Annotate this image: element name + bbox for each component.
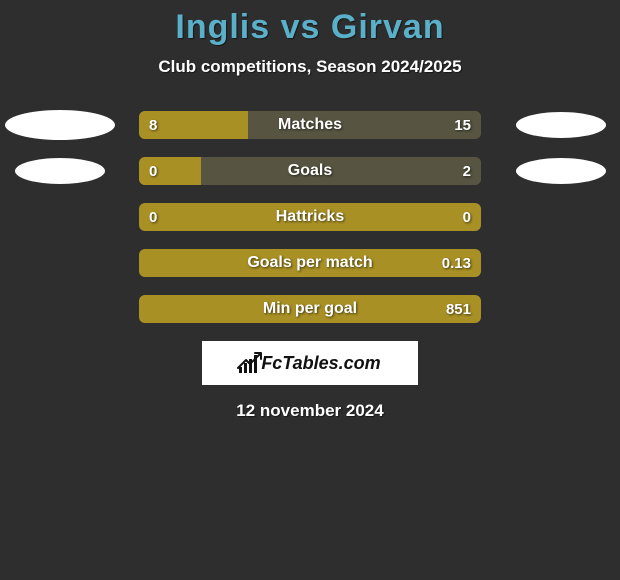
title-left: Inglis	[175, 8, 270, 46]
bar-right-segment	[201, 157, 481, 185]
barchart-icon	[239, 353, 257, 373]
trend-arrow-icon	[237, 351, 263, 371]
brand-box: FcTables.com	[202, 341, 418, 385]
bar-left-segment	[139, 295, 481, 323]
page-title: Inglis vs Girvan	[0, 8, 620, 47]
stat-value-right: 2	[463, 157, 471, 185]
stat-row: 00Hattricks	[0, 203, 620, 231]
stat-bar: 815Matches	[139, 111, 481, 139]
stat-value-left: 0	[149, 203, 157, 231]
stat-bar: 00Hattricks	[139, 203, 481, 231]
stat-bar: 02Goals	[139, 157, 481, 185]
player-right-ellipse	[516, 158, 606, 184]
player-left-ellipse	[5, 110, 115, 140]
stat-rows: 815Matches02Goals00Hattricks0.13Goals pe…	[0, 111, 620, 323]
stat-value-right: 851	[446, 295, 471, 323]
date-line: 12 november 2024	[0, 401, 620, 421]
brand-text: FcTables.com	[261, 353, 380, 374]
stat-row: 815Matches	[0, 111, 620, 139]
subtitle: Club competitions, Season 2024/2025	[0, 57, 620, 77]
player-right-ellipse	[516, 112, 606, 138]
stat-value-right: 15	[454, 111, 471, 139]
stat-value-right: 0.13	[442, 249, 471, 277]
stat-value-left: 8	[149, 111, 157, 139]
stat-bar: 0.13Goals per match	[139, 249, 481, 277]
comparison-container: Inglis vs Girvan Club competitions, Seas…	[0, 0, 620, 421]
bar-left-segment	[139, 249, 481, 277]
bar-right-segment	[248, 111, 481, 139]
stat-value-left: 0	[149, 157, 157, 185]
stat-value-right: 0	[463, 203, 471, 231]
stat-row: 851Min per goal	[0, 295, 620, 323]
player-left-ellipse	[15, 158, 105, 184]
bar-left-segment	[139, 203, 481, 231]
title-right: Girvan	[331, 8, 445, 46]
stat-bar: 851Min per goal	[139, 295, 481, 323]
title-vs: vs	[270, 8, 331, 46]
stat-row: 02Goals	[0, 157, 620, 185]
stat-row: 0.13Goals per match	[0, 249, 620, 277]
